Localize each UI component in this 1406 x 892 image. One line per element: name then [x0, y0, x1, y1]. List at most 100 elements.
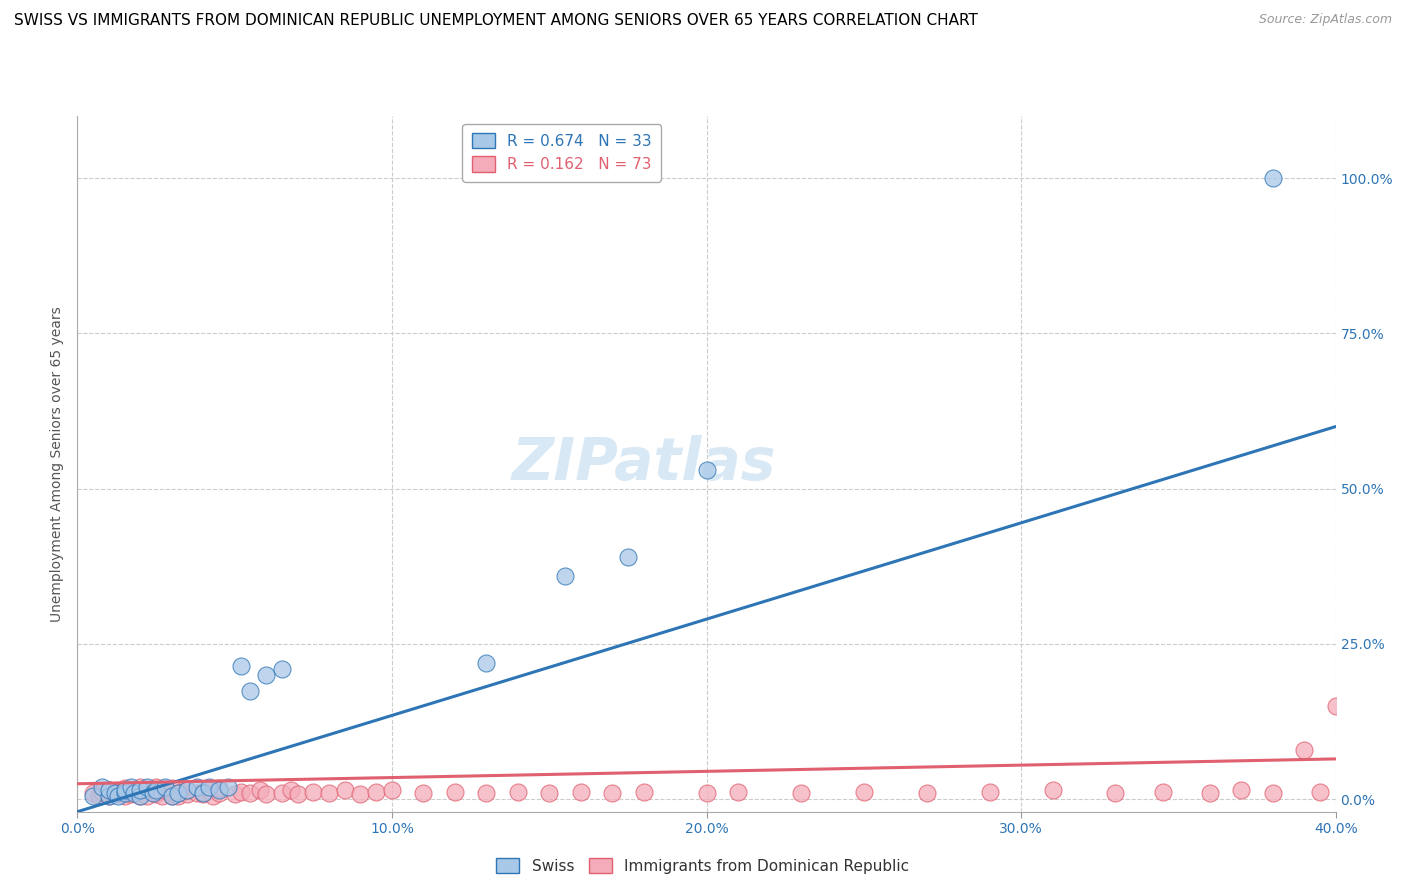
Point — [107, 789, 129, 804]
Point — [186, 780, 208, 794]
Point — [176, 788, 198, 801]
Point — [333, 783, 356, 797]
Point — [254, 788, 277, 801]
Point — [254, 668, 277, 682]
Point — [217, 780, 239, 794]
Point — [97, 783, 120, 797]
Point — [167, 789, 190, 804]
Point — [239, 683, 262, 698]
Text: SWISS VS IMMIGRANTS FROM DOMINICAN REPUBLIC UNEMPLOYMENT AMONG SENIORS OVER 65 Y: SWISS VS IMMIGRANTS FROM DOMINICAN REPUB… — [14, 13, 979, 29]
Point — [120, 788, 142, 801]
Point — [160, 789, 183, 804]
Point — [145, 780, 167, 794]
Point — [191, 785, 215, 799]
Point — [145, 783, 167, 797]
Point — [114, 786, 136, 800]
Point — [129, 786, 152, 800]
Point — [129, 789, 152, 804]
Text: ZIPatlas: ZIPatlas — [512, 435, 776, 492]
Point — [170, 785, 193, 799]
Text: Source: ZipAtlas.com: Source: ZipAtlas.com — [1258, 13, 1392, 27]
Point — [569, 785, 592, 799]
Point — [91, 785, 114, 799]
Point — [186, 786, 208, 800]
Point — [155, 780, 177, 794]
Legend: Swiss, Immigrants from Dominican Republic: Swiss, Immigrants from Dominican Republi… — [491, 852, 915, 880]
Point — [979, 785, 1001, 799]
Point — [727, 785, 749, 799]
Point — [1309, 785, 1331, 799]
Point — [150, 789, 173, 804]
Point — [114, 786, 136, 800]
Point — [1261, 786, 1284, 800]
Point — [122, 783, 145, 797]
Point — [600, 786, 623, 800]
Point — [617, 549, 640, 564]
Point — [201, 789, 224, 804]
Point — [114, 781, 136, 796]
Point — [696, 463, 718, 477]
Point — [107, 785, 129, 799]
Point — [155, 783, 177, 797]
Point — [366, 785, 388, 799]
Point — [208, 786, 231, 800]
Point — [167, 786, 190, 800]
Point — [160, 781, 183, 796]
Point — [790, 786, 813, 800]
Point — [145, 788, 167, 801]
Point — [852, 785, 875, 799]
Point — [318, 786, 340, 800]
Point — [89, 789, 111, 804]
Point — [82, 789, 104, 804]
Point — [1230, 783, 1253, 797]
Point — [191, 786, 215, 800]
Point — [302, 785, 325, 799]
Point — [198, 780, 221, 794]
Point — [349, 788, 371, 801]
Point — [224, 788, 246, 801]
Point — [142, 786, 165, 800]
Point — [506, 785, 529, 799]
Point — [120, 780, 142, 794]
Point — [1294, 742, 1316, 756]
Point — [1261, 171, 1284, 186]
Point — [135, 780, 157, 794]
Point — [104, 788, 127, 801]
Point — [97, 789, 120, 804]
Point — [229, 658, 252, 673]
Point — [198, 783, 221, 797]
Point — [1104, 786, 1126, 800]
Point — [129, 780, 152, 794]
Point — [1324, 699, 1347, 714]
Point — [696, 786, 718, 800]
Point — [444, 785, 467, 799]
Point — [145, 785, 167, 799]
Point — [538, 786, 561, 800]
Point — [208, 781, 231, 796]
Point — [280, 783, 302, 797]
Legend: R = 0.674   N = 33, R = 0.162   N = 73: R = 0.674 N = 33, R = 0.162 N = 73 — [463, 124, 661, 182]
Point — [129, 789, 152, 804]
Point — [915, 786, 938, 800]
Point — [176, 783, 198, 797]
Point — [114, 783, 136, 797]
Point — [249, 783, 271, 797]
Point — [554, 568, 576, 582]
Point — [1042, 783, 1064, 797]
Point — [229, 785, 252, 799]
Point — [412, 786, 434, 800]
Point — [381, 783, 404, 797]
Point — [475, 656, 498, 670]
Point — [122, 786, 145, 800]
Point — [208, 783, 231, 797]
Point — [160, 786, 183, 800]
Point — [239, 786, 262, 800]
Point — [270, 662, 292, 676]
Point — [1199, 786, 1222, 800]
Point — [160, 789, 183, 804]
Point — [114, 789, 136, 804]
Point — [135, 789, 157, 804]
Point — [475, 786, 498, 800]
Y-axis label: Unemployment Among Seniors over 65 years: Unemployment Among Seniors over 65 years — [51, 306, 65, 622]
Point — [270, 786, 292, 800]
